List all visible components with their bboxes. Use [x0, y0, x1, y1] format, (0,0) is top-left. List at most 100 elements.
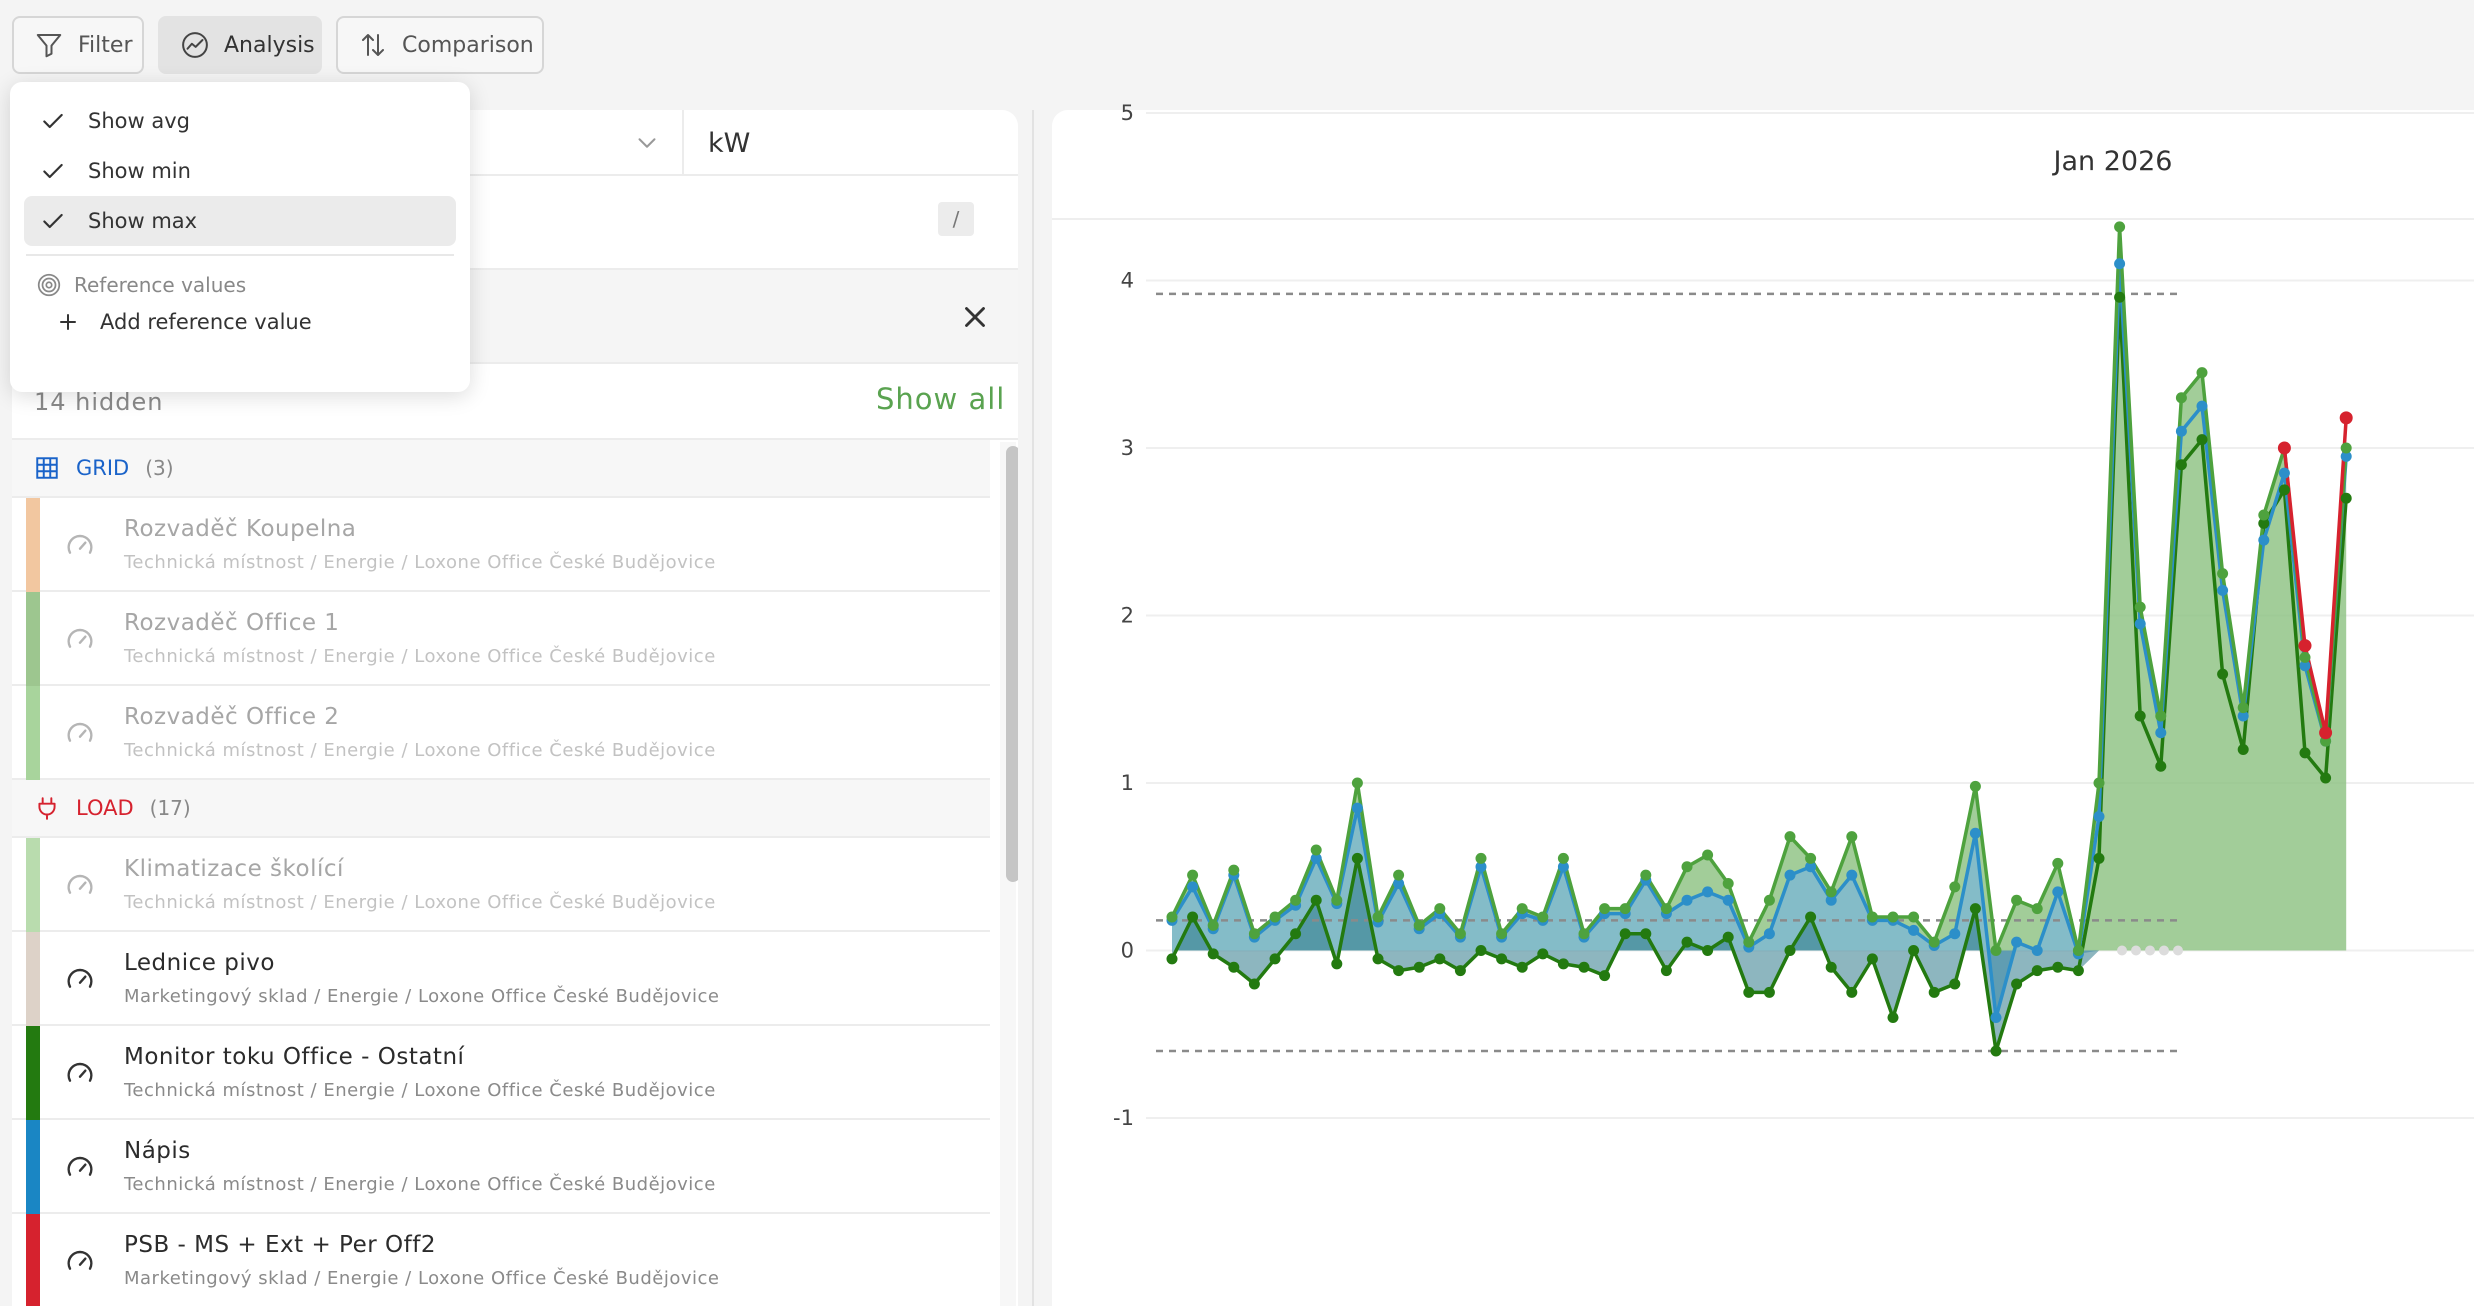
device-name: Lednice pivo	[124, 950, 275, 976]
data-point	[2299, 651, 2311, 663]
data-point	[1763, 928, 1775, 940]
data-point	[1722, 931, 1734, 943]
series-line	[1170, 225, 2348, 953]
y-tick-label: 4	[1121, 269, 1134, 293]
device-path: Technická místnost / Energie / Loxone Of…	[124, 1080, 716, 1101]
device-path: Technická místnost / Energie / Loxone Of…	[124, 1174, 716, 1195]
data-point	[1887, 1012, 1899, 1023]
show-all-link[interactable]: Show all	[876, 382, 1006, 416]
data-point	[1310, 844, 1322, 856]
y-tick-label: -1	[1113, 1106, 1134, 1130]
menu-show-avg[interactable]: Show avg	[24, 96, 456, 146]
list-item[interactable]: Rozvaděč Koupelna Technická místnost / En…	[12, 498, 990, 592]
series-area	[1172, 226, 2347, 951]
data-point	[1660, 903, 1672, 915]
data-point	[1187, 881, 1199, 893]
data-point	[1846, 831, 1858, 843]
data-point	[1248, 928, 1260, 940]
data-point	[1454, 965, 1466, 977]
filter-button[interactable]: Filter	[12, 16, 144, 74]
data-point	[1393, 869, 1405, 881]
data-point	[1537, 911, 1549, 923]
data-point	[1475, 852, 1487, 864]
scrollbar-thumb[interactable]	[1006, 446, 1018, 882]
toolbar: Filter Analysis Comparison	[0, 0, 2474, 88]
data-point	[1166, 953, 1178, 965]
grid-icon	[36, 457, 58, 479]
data-point	[2196, 400, 2208, 412]
list-item[interactable]: Klimatizace školící Technická místnost / …	[12, 838, 990, 932]
data-point	[2155, 710, 2167, 722]
data-point	[1722, 894, 1734, 906]
data-point	[1207, 919, 1219, 931]
data-point	[1681, 936, 1693, 948]
data-point	[1351, 802, 1363, 814]
search-input[interactable]	[12, 176, 1018, 270]
data-point	[1578, 928, 1590, 940]
data-point	[1599, 903, 1611, 915]
list-item[interactable]: PSB - MS + Ext + Per Off2 Marketingový sk…	[12, 1214, 990, 1306]
series-line	[1170, 295, 2348, 1053]
y-tick-label: 3	[1121, 436, 1134, 460]
data-point	[2319, 726, 2333, 740]
gauge-icon	[67, 1156, 93, 1176]
data-point	[1228, 961, 1240, 973]
data-point	[1784, 869, 1796, 881]
data-point	[1908, 924, 1920, 936]
data-point	[1640, 928, 1652, 940]
plus-icon	[60, 314, 76, 330]
data-point	[1269, 911, 1281, 923]
data-point	[2093, 777, 2105, 789]
list-item[interactable]: Rozvaděč Office 1 Technická místnost / En…	[12, 592, 990, 686]
comparison-button[interactable]: Comparison	[336, 16, 544, 74]
data-point	[2031, 965, 2043, 977]
data-point	[1846, 986, 1858, 998]
data-point	[1516, 961, 1528, 973]
chevron-down-icon	[638, 138, 656, 148]
data-point	[1949, 978, 1961, 990]
gauge-icon	[67, 1062, 93, 1082]
data-point	[1949, 928, 1961, 940]
group-label: GRID	[76, 456, 130, 480]
list-item[interactable]: Lednice pivo Marketingový sklad / Energie…	[12, 932, 990, 1026]
analysis-button[interactable]: Analysis	[158, 16, 322, 74]
device-path: Technická místnost / Energie / Loxone Of…	[124, 740, 716, 761]
data-point	[1557, 861, 1569, 873]
add-reference-button[interactable]: Add reference value	[56, 310, 312, 334]
list-item[interactable]: Rozvaděč Office 2 Technická místnost / En…	[12, 686, 990, 780]
list-item[interactable]: Monitor toku Office - Ostatní Technická m…	[12, 1026, 990, 1120]
menu-show-max[interactable]: Show max	[24, 196, 456, 246]
data-point	[2320, 772, 2332, 784]
group-load[interactable]: LOAD (17)	[12, 780, 990, 838]
check-icon	[43, 163, 63, 179]
group-grid[interactable]: GRID (3)	[12, 440, 990, 498]
data-point	[2155, 727, 2167, 739]
data-point	[1351, 777, 1363, 789]
data-point	[1496, 953, 1508, 965]
data-point	[2072, 965, 2084, 977]
y-tick-label: 1	[1121, 771, 1134, 795]
data-point	[1660, 965, 1672, 977]
y-tick-label: 5	[1121, 101, 1134, 125]
data-point	[2131, 945, 2141, 956]
list-item[interactable]: Nápis Technická místnost / Energie / Loxo…	[12, 1120, 990, 1214]
menu-show-min[interactable]: Show min	[24, 146, 456, 196]
gauge-icon	[67, 722, 93, 742]
data-point	[1557, 852, 1569, 864]
data-point	[2237, 702, 2249, 714]
device-name: Monitor toku Office - Ostatní	[124, 1044, 465, 1070]
data-point	[1743, 936, 1755, 948]
unit-select[interactable]: kW	[682, 110, 1018, 176]
data-point	[2196, 434, 2208, 446]
data-point	[2114, 221, 2126, 233]
data-point	[1805, 911, 1817, 923]
check-icon	[43, 213, 63, 229]
data-point	[1351, 852, 1363, 864]
close-icon[interactable]	[958, 300, 992, 334]
device-select[interactable]	[12, 110, 1018, 176]
check-icon	[43, 113, 63, 129]
data-point	[1413, 919, 1425, 931]
device-path: Marketingový sklad / Energie / Loxone Of…	[124, 1268, 720, 1289]
data-point	[2173, 945, 2183, 956]
data-point	[1310, 894, 1322, 906]
